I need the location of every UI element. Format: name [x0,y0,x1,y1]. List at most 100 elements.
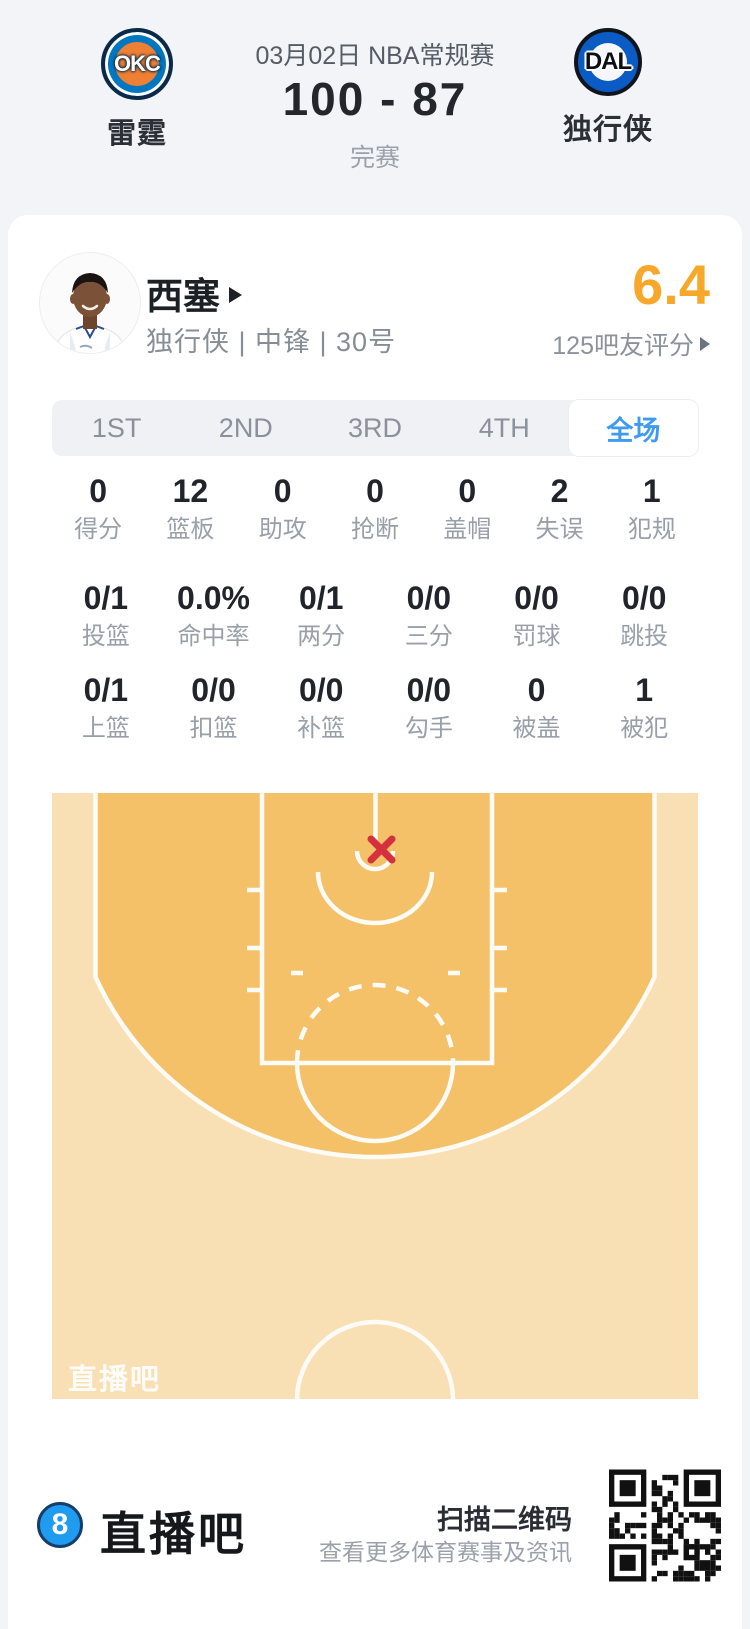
stat-label: 三分 [404,623,453,650]
tab-1st[interactable]: 1ST [91,412,142,443]
stat-label: 抢断 [350,516,399,543]
stat-cell-两分: 0/1 两分 [267,578,375,656]
match-date: 03月02日 NBA常规赛 [255,42,495,70]
stat-label: 勾手 [404,715,453,742]
stat-value: 0/0 [514,580,559,616]
stat-label: 得分 [74,516,123,543]
stat-label: 上篮 [81,715,130,742]
stat-value: 0/0 [406,672,452,708]
rating-arrow-icon [700,337,710,351]
free-throw-circle-dashed [294,982,456,1064]
okc-team-logo-icon: OKC [101,28,173,100]
three-point-line [93,793,657,1160]
stat-label: 命中率 [177,623,250,650]
stat-label: 篮板 [166,516,215,543]
stat-cell-篮板: 12 篮板 [144,471,236,549]
match-score: 100 - 87 [282,73,468,125]
stat-label: 盖帽 [443,516,492,543]
dal-logo-abbr: DAL [584,48,632,75]
stat-cell-三分: 0/0 三分 [375,578,483,656]
stat-label: 扣篮 [189,715,238,742]
stat-value: 12 [172,473,209,509]
stat-cell-命中率: 0.0% 命中率 [160,578,268,656]
stat-label: 投篮 [81,623,130,650]
stat-value: 0/1 [298,580,344,616]
qr-code [609,1469,721,1582]
stat-label: 补篮 [297,715,346,742]
restricted-area-arc [315,871,435,926]
stat-label: 跳投 [620,623,669,650]
tab-4th[interactable]: 4TH [478,412,530,443]
stat-cell-投篮: 0/1 投篮 [52,578,160,656]
stat-label: 犯规 [627,516,676,543]
stat-value: 0 [366,473,384,509]
stat-value: 0/1 [83,580,129,616]
stat-cell-被盖: 0 被盖 [483,670,591,748]
team-away: DAL 独行侠 [528,28,688,148]
stat-cell-被犯: 1 被犯 [590,670,698,748]
stat-value: 0 [527,672,546,708]
dal-team-logo-icon: DAL [574,28,642,96]
stat-value: 0/0 [191,672,236,708]
rating-note-text: 125吧友评分 [552,332,694,360]
stat-value: 0 [458,473,477,509]
stat-value: 0 [89,473,108,509]
lane-lines [259,793,495,1066]
stat-cell-助攻: 0 助攻 [237,471,329,549]
court-shot-chart: 直播吧 [52,793,698,1399]
okc-logo-center [115,42,159,86]
tab-3rd[interactable]: 3RD [348,412,403,443]
stat-row-basic: 0 得分 12 篮板 0 助攻 0 抢断 0 盖帽 2 失误 1 犯规 [52,471,698,549]
player-avatar-image [40,253,140,353]
tab-全场[interactable]: 全场 [568,400,699,456]
stat-cell-犯规: 1 犯规 [606,471,698,549]
stat-cell-盖帽: 0 盖帽 [421,471,513,549]
stat-value: 0/0 [406,580,452,616]
zhibo8-logo-icon: 8 [37,1502,83,1548]
stat-cell-得分: 0 得分 [52,471,144,549]
stat-row-shooting: 0/1 投篮 0.0% 命中率 0/1 两分 0/0 三分 0/0 罚球 0/0 跳投 [52,578,698,656]
match-header: OKC 雷霆 03月02日 NBA常规赛 100 - 87 完赛 DAL 独行侠 [0,0,750,215]
stat-row-shot-types: 0/1 上篮 0/0 扣篮 0/0 补篮 0/0 勾手 0 被盖 1 被犯 [52,670,698,748]
player-avatar [40,253,140,353]
stat-cell-罚球: 0/0 罚球 [483,578,591,656]
court-lines [93,793,657,1399]
stat-value: 0/1 [83,672,129,708]
stat-value: 1 [642,473,661,509]
center-circle [294,1319,456,1399]
stat-cell-扣篮: 0/0 扣篮 [160,670,268,748]
player-meta: 独行侠 | 中锋 | 30号 [146,327,397,357]
stat-label: 助攻 [258,516,307,543]
away-team-name: 独行侠 [562,114,653,146]
stat-label: 被盖 [512,715,561,742]
qr-subtitle: 查看更多体育赛事及资讯 [319,1539,572,1565]
free-throw-circle-solid [294,1062,456,1144]
rating-note-link[interactable]: 125吧友评分 [552,326,710,362]
stat-cell-勾手: 0/0 勾手 [375,670,483,748]
stat-cell-跳投: 0/0 跳投 [590,578,698,656]
court-inner-area [95,793,655,1158]
home-team-name: 雷霆 [106,118,167,150]
team-home: OKC 雷霆 [57,28,217,152]
tab-2nd[interactable]: 2ND [218,412,273,443]
stat-value: 0.0% [177,580,250,616]
player-detail-arrow-icon [229,286,242,303]
stat-value: 1 [635,672,654,708]
player-rating: 6.4 [632,253,710,316]
stat-label: 罚球 [512,623,561,650]
dal-logo-center [589,43,627,81]
stat-label: 被犯 [620,715,669,742]
stat-cell-上篮: 0/1 上篮 [52,670,160,748]
stat-value: 2 [550,473,569,509]
stat-cell-抢断: 0 抢断 [329,471,421,549]
missed-shot-x-marker [367,835,396,864]
stat-label: 失误 [535,516,584,543]
player-name-link[interactable]: 西塞 [146,266,242,320]
stat-value: 0/0 [621,580,667,616]
lane-hash-marks [247,887,507,993]
match-status: 完赛 [349,144,400,172]
zhibo8-logo-digit: 8 [51,1508,69,1541]
footer-brand: 直播吧 [100,1508,247,1560]
quarter-tabs: 1ST 2ND 3RD 4TH 全场 [52,400,699,456]
